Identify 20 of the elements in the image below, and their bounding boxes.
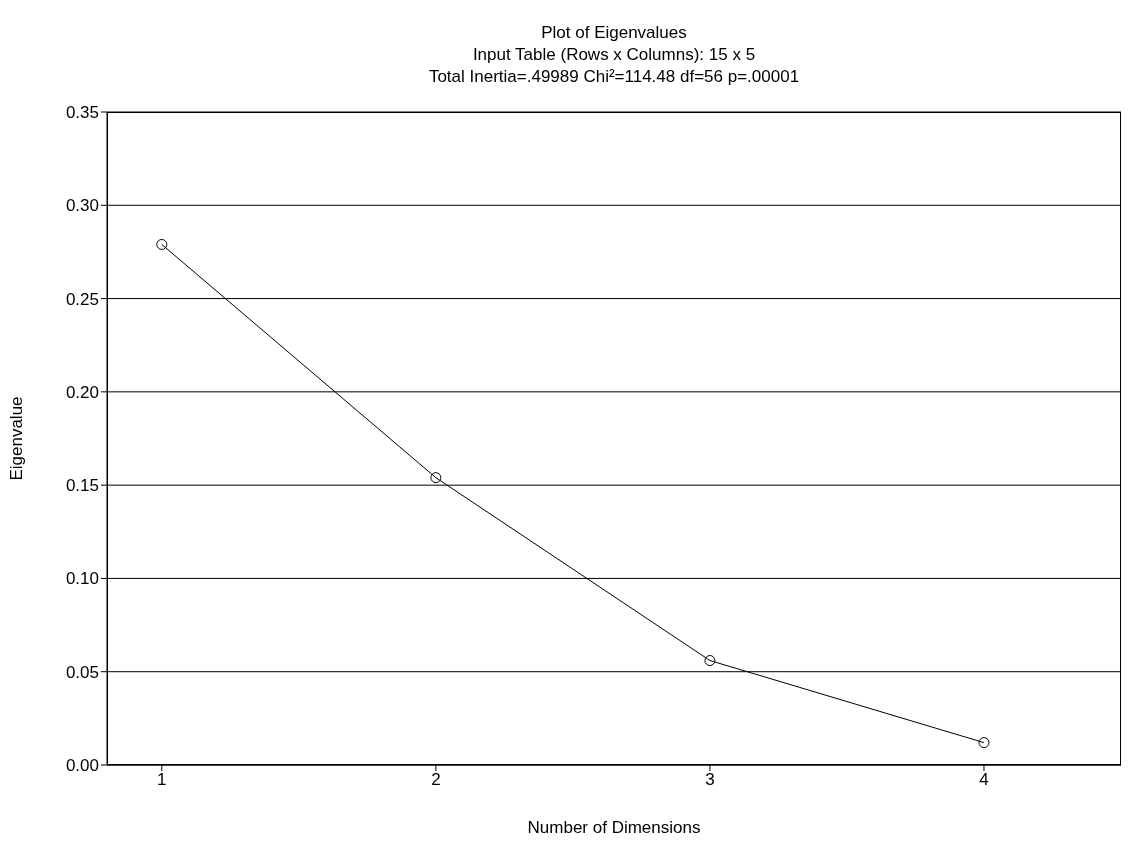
y-tick-label: 0.00 [65,756,99,776]
y-tick-label: 0.10 [65,569,99,589]
y-tick-label: 0.25 [65,289,99,309]
x-axis-title: Number of Dimensions [527,818,701,837]
x-tick-label: 2 [431,770,441,790]
y-axis-title: Eigenvalue [7,396,27,481]
point [978,737,990,749]
y-tick-label: 0.35 [65,103,99,123]
y-tick-label: 0.15 [65,476,99,496]
y-tick-label: 0.30 [65,196,99,216]
y-tick-label: 0.20 [65,382,99,402]
x-tick-label: 4 [979,770,989,790]
chart-title: Plot of Eigenvalues [540,22,688,44]
point [156,238,168,250]
point [430,472,442,484]
x-tick-label: 1 [157,770,167,790]
chart-subtitle: Input Table (Rows x Columns): 15 x 5 Total Inertia=.49989 Chi²=114.48 df=56 p=.00001 [427,44,801,88]
y-tick-label: 0.05 [65,662,99,682]
point [704,655,716,667]
x-tick-label: 3 [705,770,715,790]
